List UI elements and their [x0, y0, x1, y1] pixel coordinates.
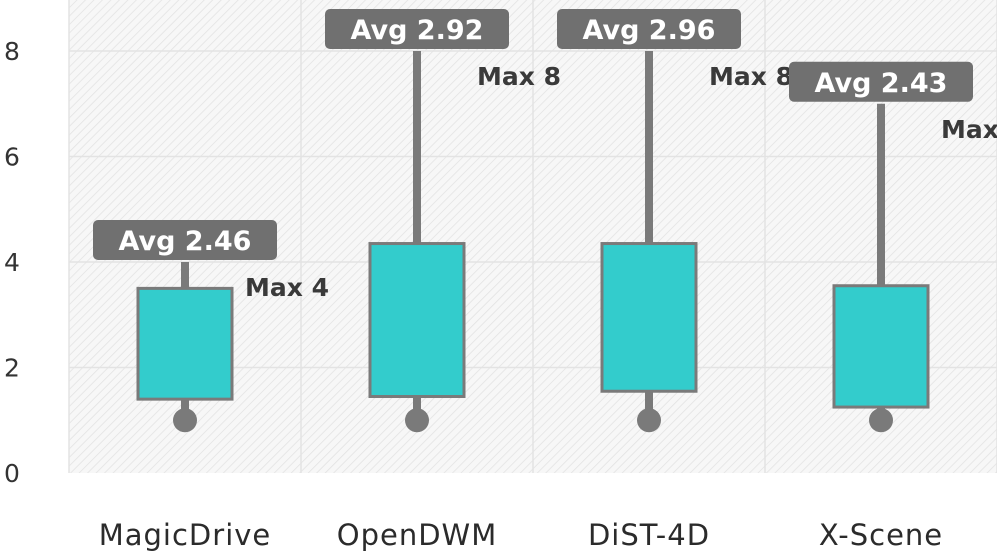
min-point — [869, 408, 893, 433]
y-tick-label: 8 — [4, 37, 20, 66]
x-tick-label: MagicDrive — [99, 518, 272, 552]
avg-label: Avg 2.96 — [583, 15, 716, 46]
y-tick-label: 0 — [4, 459, 20, 488]
avg-label: Avg 2.43 — [815, 68, 948, 99]
avg-label: Avg 2.46 — [119, 226, 252, 257]
box — [368, 242, 466, 399]
y-tick-label: 6 — [4, 143, 20, 172]
avg-label-background — [789, 61, 973, 102]
avg-label-background — [325, 9, 509, 49]
y-tick-label: 4 — [4, 248, 20, 277]
max-label: Max 8 — [477, 62, 561, 91]
box — [600, 242, 698, 393]
y-tick-label: 2 — [4, 354, 20, 383]
x-tick-label: X-Scene — [819, 518, 943, 552]
max-label: Max 8 — [709, 62, 793, 91]
min-point — [173, 408, 197, 433]
avg-label-background — [557, 9, 741, 49]
box — [832, 284, 930, 409]
x-tick-label: OpenDWM — [337, 518, 497, 552]
avg-label-background — [93, 220, 277, 260]
max-label: Max 4 — [245, 273, 329, 302]
x-tick-label: DiST-4D — [588, 518, 710, 552]
max-label: Max 7 — [941, 115, 997, 144]
min-point — [405, 408, 429, 433]
min-point — [637, 408, 661, 433]
avg-label: Avg 2.92 — [351, 15, 484, 46]
box — [136, 286, 234, 401]
